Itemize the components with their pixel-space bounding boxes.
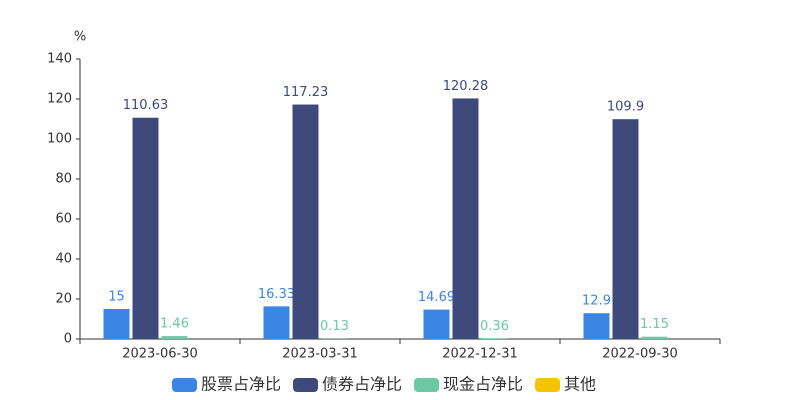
- data-label: 0.13: [320, 319, 349, 334]
- data-label: 12.9: [582, 294, 611, 309]
- y-tick-label: 60: [55, 212, 72, 227]
- legend-swatch: [172, 378, 197, 392]
- y-tick-label: 100: [47, 132, 72, 147]
- data-label: 14.69: [418, 290, 455, 305]
- bar: [452, 98, 479, 339]
- y-tick-label: 80: [55, 172, 72, 187]
- bar: [481, 338, 508, 339]
- y-tick-label: 120: [47, 92, 72, 107]
- bar: [132, 117, 159, 340]
- legend-label: 现金占净比: [443, 375, 523, 394]
- bar: [292, 104, 319, 339]
- bar: [161, 336, 188, 339]
- data-label: 15: [108, 290, 125, 305]
- legend-label: 股票占净比: [201, 375, 281, 394]
- data-label: 16.33: [258, 287, 295, 302]
- data-label: 117.23: [283, 85, 329, 100]
- legend-label: 其他: [564, 375, 596, 394]
- data-label: 0.36: [480, 319, 509, 334]
- x-tick-label: 2023-06-30: [122, 347, 198, 362]
- x-tick-label: 2023-03-31: [282, 347, 358, 362]
- legend-swatch: [414, 378, 440, 392]
- y-tick-label: 140: [47, 52, 72, 67]
- data-label: 120.28: [443, 79, 489, 94]
- bar: [103, 309, 130, 339]
- legend-label: 债券占净比: [322, 375, 402, 394]
- bar: [583, 313, 610, 339]
- bar: [263, 306, 290, 339]
- bar: [641, 336, 668, 339]
- bar: [423, 309, 450, 339]
- data-label: 1.46: [160, 317, 189, 332]
- x-tick-label: 2022-09-30: [602, 347, 678, 362]
- y-tick-label: 0: [64, 332, 72, 347]
- legend-swatch: [293, 378, 319, 392]
- bar: [612, 119, 639, 339]
- y-axis-title: %: [74, 30, 86, 45]
- legend-swatch: [535, 378, 561, 392]
- y-tick-label: 40: [55, 252, 72, 267]
- data-label: 109.9: [607, 100, 644, 115]
- x-tick-label: 2022-12-31: [442, 347, 518, 362]
- data-label: 110.63: [123, 98, 169, 113]
- data-label: 1.15: [640, 317, 669, 332]
- y-tick-label: 20: [55, 292, 72, 307]
